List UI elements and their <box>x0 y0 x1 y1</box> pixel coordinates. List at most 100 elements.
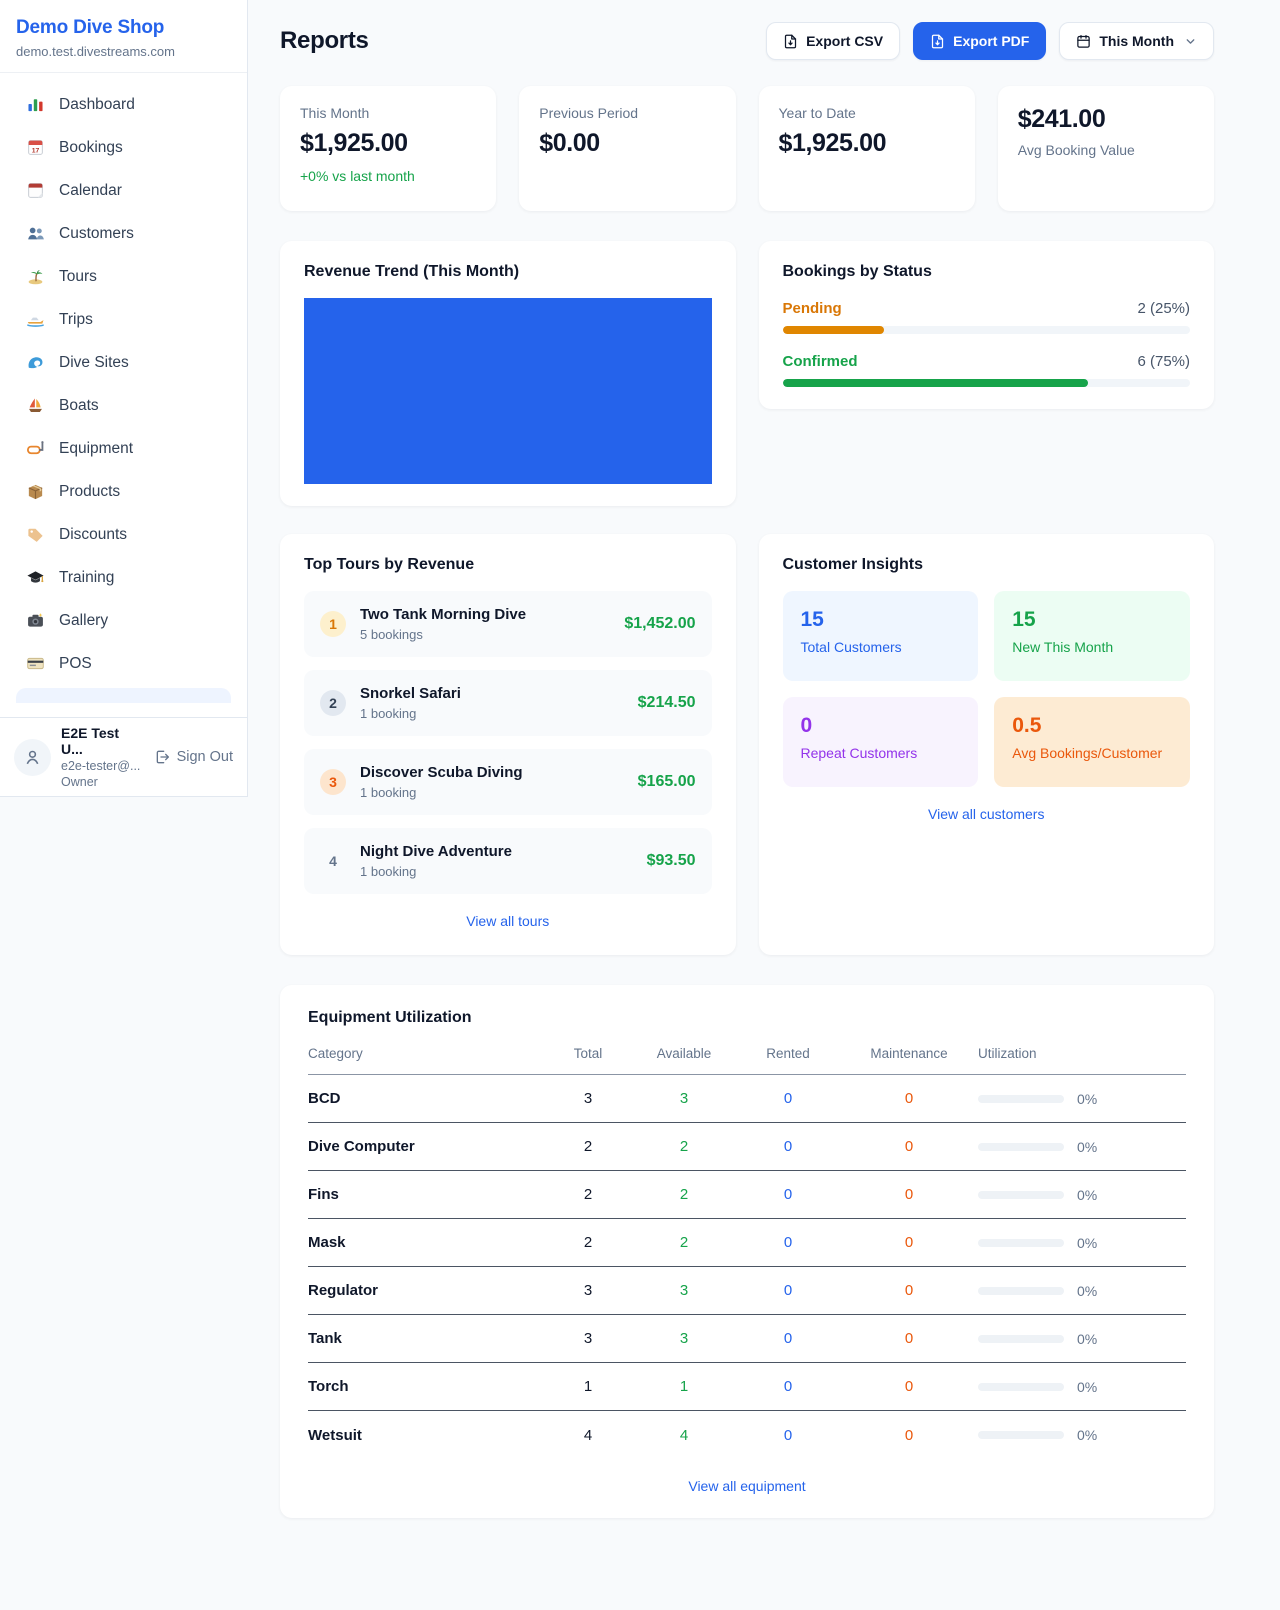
period-selector-label: This Month <box>1099 33 1174 49</box>
sidebar-item-equipment[interactable]: Equipment <box>16 427 231 470</box>
tile-label: Avg Bookings/Customer <box>1012 745 1163 761</box>
maintenance-cell: 0 <box>904 1378 914 1395</box>
insights-row: Top Tours by Revenue 1 Two Tank Morning … <box>280 534 1214 955</box>
tour-bookings: 1 booking <box>360 706 417 721</box>
sidebar-item-dashboard[interactable]: Dashboard <box>16 83 231 126</box>
export-pdf-button[interactable]: Export PDF <box>913 22 1047 60</box>
utilization-percent: 0% <box>1077 1138 1098 1155</box>
rented-cell: 0 <box>783 1186 793 1203</box>
total-cell: 2 <box>583 1234 593 1251</box>
column-header: Category <box>308 1046 363 1061</box>
maintenance-cell: 0 <box>904 1282 914 1299</box>
sidebar-item-bookings[interactable]: 17 Bookings <box>16 126 231 169</box>
view-all-customers-link[interactable]: View all customers <box>928 806 1045 822</box>
sidebar-item-products[interactable]: Products <box>16 470 231 513</box>
view-all-tours-link[interactable]: View all tours <box>466 913 550 929</box>
total-cell: 1 <box>583 1378 593 1395</box>
sidebar-active-item-peek[interactable] <box>16 688 231 703</box>
utilization-percent: 0% <box>1077 1282 1098 1299</box>
maintenance-cell: 0 <box>904 1426 914 1444</box>
rank-badge: 3 <box>320 769 346 795</box>
total-cell: 2 <box>583 1186 593 1203</box>
tour-name: Two Tank Morning Dive <box>360 606 527 623</box>
sidebar-item-discounts[interactable]: Discounts <box>16 513 231 556</box>
brand-name: Demo Dive Shop <box>16 17 165 38</box>
sidebar-item-dive-sites[interactable]: Dive Sites <box>16 341 231 384</box>
rank-badge: 4 <box>329 853 337 869</box>
available-cell: 2 <box>679 1234 689 1251</box>
tour-amount: $214.50 <box>637 694 696 711</box>
sidebar-item-label: Tours <box>59 267 97 285</box>
table-row: Dive Computer 2 2 0 0 0% <box>308 1123 1186 1171</box>
stat-card-year-to-date: Year to Date $1,925.00 <box>758 86 975 211</box>
brand: Demo Dive Shop demo.test.divestreams.com <box>0 0 247 73</box>
tile-value: 15 <box>1012 608 1036 631</box>
status-count: 2 (25%) <box>1137 300 1190 317</box>
revenue-trend-card: Revenue Trend (This Month) <box>280 241 736 506</box>
sidebar-item-label: Boats <box>59 396 99 414</box>
sidebar-item-pos[interactable]: POS <box>16 642 231 685</box>
tour-amount: $1,452.00 <box>624 615 696 632</box>
period-selector[interactable]: This Month <box>1059 22 1214 60</box>
column-header: Rented <box>766 1046 810 1061</box>
rented-cell: 0 <box>783 1234 793 1251</box>
export-csv-button[interactable]: Export CSV <box>766 22 901 60</box>
utilization-cell: 0% <box>978 1235 1186 1251</box>
utilization-percent: 0% <box>1077 1427 1098 1443</box>
sidebar-item-label: POS <box>59 654 92 672</box>
tour-row: 1 Two Tank Morning Dive 5 bookings $1,452… <box>304 591 712 657</box>
total-cell: 4 <box>583 1426 593 1444</box>
credit-card-icon <box>25 654 45 674</box>
available-cell: 3 <box>679 1330 689 1347</box>
bar-chart-icon <box>25 95 45 115</box>
utilization-cell: 0% <box>978 1283 1186 1299</box>
available-cell: 3 <box>679 1282 689 1299</box>
customer-insights-card: Customer Insights 15 Total Customers 15 … <box>758 534 1214 955</box>
table-row: Fins 2 2 0 0 0% <box>308 1171 1186 1219</box>
progress-fill <box>782 379 1089 387</box>
equipment-utilization-card: Equipment Utilization Category Total Ava… <box>280 985 1214 1518</box>
sidebar-item-label: Dive Sites <box>59 353 129 371</box>
sign-out-icon <box>156 750 169 764</box>
sidebar-item-tours[interactable]: Tours <box>16 255 231 298</box>
total-cell: 3 <box>583 1282 593 1299</box>
page-header: Reports Export CSV Export PDF This Month <box>280 22 1214 60</box>
top-tours-card: Top Tours by Revenue 1 Two Tank Morning … <box>280 534 736 955</box>
tile-avg-bookings-customer: 0.5 Avg Bookings/Customer <box>994 697 1190 787</box>
status-label: Pending <box>782 300 842 317</box>
sidebar-item-training[interactable]: Training <box>16 556 231 599</box>
tile-label: New This Month <box>1012 639 1114 655</box>
sidebar-item-calendar[interactable]: Calendar <box>16 169 231 212</box>
category-cell: Regulator <box>308 1282 379 1299</box>
stat-value: $1,925.00 <box>300 129 408 157</box>
progress-track <box>782 379 1190 387</box>
svg-text:17: 17 <box>31 147 39 154</box>
people-icon <box>25 224 45 244</box>
utilization-cell: 0% <box>978 1187 1186 1203</box>
utilization-percent: 0% <box>1077 1378 1098 1395</box>
utilization-cell: 0% <box>978 1379 1186 1395</box>
utilization-bar <box>978 1190 1064 1199</box>
sidebar-item-boats[interactable]: Boats <box>16 384 231 427</box>
rank-badge: 2 <box>320 690 346 716</box>
utilization-bar <box>978 1238 1064 1247</box>
sidebar-item-gallery[interactable]: Gallery <box>16 599 231 642</box>
sidebar-item-customers[interactable]: Customers <box>16 212 231 255</box>
tour-name: Night Dive Adventure <box>360 843 512 860</box>
brand-domain: demo.test.divestreams.com <box>16 44 175 59</box>
tour-bookings: 5 bookings <box>360 627 423 642</box>
available-cell: 2 <box>679 1186 689 1203</box>
utilization-percent: 0% <box>1077 1234 1098 1251</box>
category-cell: Tank <box>308 1330 342 1347</box>
customer-insights-title: Customer Insights <box>782 556 923 573</box>
charts-row: Revenue Trend (This Month) Bookings by S… <box>280 241 1214 506</box>
sidebar-item-label: Bookings <box>59 138 123 156</box>
tile-value: 15 <box>800 608 824 631</box>
utilization-percent: 0% <box>1077 1090 1098 1107</box>
sign-out-button[interactable]: Sign Out <box>154 749 233 765</box>
sidebar-item-trips[interactable]: Trips <box>16 298 231 341</box>
wave-icon <box>25 353 45 373</box>
column-header: Utilization <box>978 1046 1037 1061</box>
view-all-equipment-link[interactable]: View all equipment <box>688 1478 806 1494</box>
available-cell: 4 <box>679 1426 689 1444</box>
